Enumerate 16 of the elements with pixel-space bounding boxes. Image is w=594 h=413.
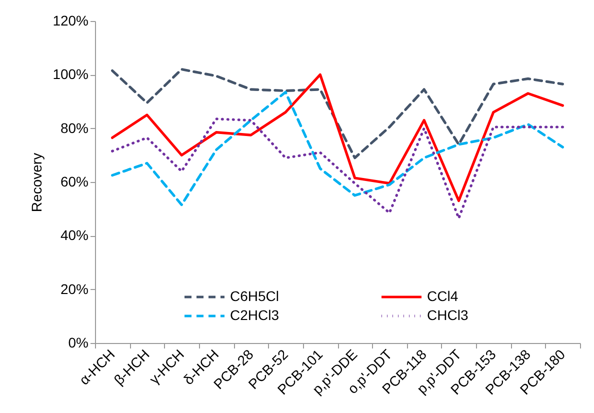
y-tick-label: 60% <box>60 174 88 190</box>
legend-label: C6H5Cl <box>230 288 280 304</box>
legend-label: C2HCl3 <box>230 307 280 323</box>
y-tick-label: 0% <box>68 334 88 350</box>
y-tick-label: 20% <box>60 280 88 297</box>
y-tick-label: 120% <box>52 12 88 28</box>
line-series <box>111 68 564 160</box>
y-axis-title: Recovery <box>28 152 45 212</box>
y-tick-label: 40% <box>60 227 88 244</box>
line-series <box>111 73 564 202</box>
y-tick-label: 100% <box>52 66 88 82</box>
y-tick-label: 80% <box>60 120 88 136</box>
legend-label: CHCl3 <box>427 307 468 323</box>
line-series <box>111 118 564 220</box>
line-series <box>111 90 564 206</box>
legend-label: CCl4 <box>427 288 458 304</box>
